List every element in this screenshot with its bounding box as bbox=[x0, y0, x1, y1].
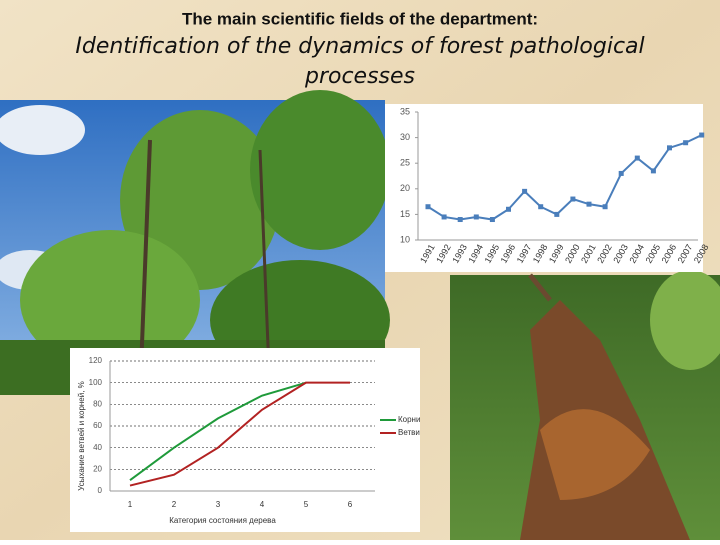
x-tick-label: 1 bbox=[128, 500, 133, 509]
point bbox=[522, 188, 528, 194]
x-tick-label: 4 bbox=[260, 500, 265, 509]
y-tick-label: 40 bbox=[93, 443, 102, 452]
point bbox=[586, 201, 592, 207]
point bbox=[602, 204, 608, 210]
y-tick-label: 20 bbox=[93, 464, 102, 473]
point bbox=[570, 196, 576, 202]
slide-heading: The main scientific fields of the depart… bbox=[182, 9, 538, 28]
series-line bbox=[129, 381, 350, 487]
legend-label: Ветви bbox=[398, 428, 420, 437]
point bbox=[506, 206, 511, 212]
point bbox=[457, 217, 463, 223]
point bbox=[699, 132, 705, 138]
y-tick-label: 20 bbox=[400, 183, 410, 193]
point bbox=[650, 168, 656, 174]
legend-label: Корни bbox=[398, 415, 420, 424]
point bbox=[425, 204, 431, 210]
y-tick-label: 80 bbox=[93, 399, 102, 408]
chart-1-bg bbox=[385, 104, 703, 272]
y-tick-label: 100 bbox=[89, 378, 103, 387]
slide-title: Identification of the dynamics of forest… bbox=[75, 34, 645, 89]
y-tick-label: 25 bbox=[400, 158, 410, 168]
y-tick-label: 35 bbox=[400, 106, 410, 116]
point bbox=[441, 214, 447, 220]
x-tick-label: 2 bbox=[172, 500, 177, 509]
x-axis-label: Категория состояния дерева bbox=[169, 516, 276, 525]
point bbox=[489, 217, 495, 223]
y-tick-label: 60 bbox=[93, 421, 102, 430]
y-axis-label: Усыхание ветвей и корней, % bbox=[77, 381, 86, 491]
x-tick-label: 6 bbox=[348, 500, 353, 509]
title-box: Identification of the dynamics of forest… bbox=[75, 34, 645, 89]
x-tick-label: 5 bbox=[304, 500, 309, 509]
series-line bbox=[427, 134, 703, 221]
x-tick-label: 3 bbox=[216, 500, 221, 509]
y-tick-label: 15 bbox=[400, 209, 410, 219]
y-tick-label: 120 bbox=[89, 356, 103, 365]
point bbox=[618, 170, 624, 176]
point bbox=[473, 214, 479, 220]
root-photo bbox=[450, 270, 720, 540]
point bbox=[667, 145, 672, 151]
point bbox=[554, 211, 560, 217]
y-tick-label: 10 bbox=[400, 234, 410, 244]
chart-2-bg bbox=[70, 348, 420, 532]
y-tick-label: 30 bbox=[400, 132, 410, 142]
point bbox=[683, 140, 689, 146]
y-tick-label: 0 bbox=[98, 486, 103, 495]
series-line bbox=[129, 381, 307, 481]
point bbox=[634, 155, 640, 161]
point bbox=[538, 204, 544, 210]
